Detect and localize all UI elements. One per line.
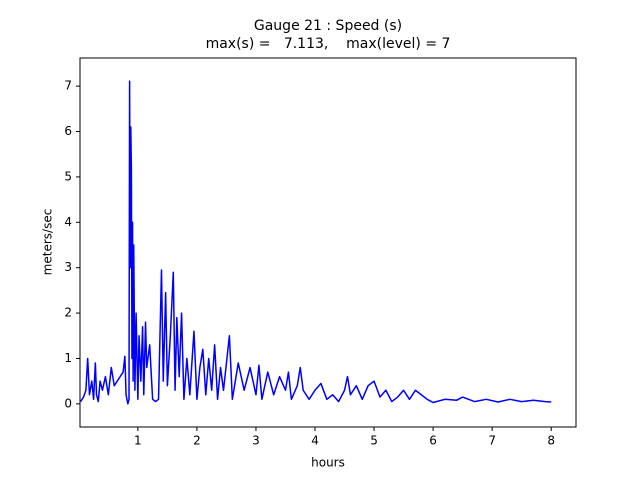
y-tick-label: 7	[64, 79, 72, 93]
x-tick-label: 8	[547, 434, 555, 448]
x-tick-label: 1	[134, 434, 142, 448]
y-tick-label: 1	[64, 351, 72, 365]
x-tick-label: 4	[311, 434, 319, 448]
y-tick-label: 4	[64, 215, 72, 229]
y-axis-label: meters/sec	[41, 209, 55, 276]
x-tick-label: 7	[488, 434, 496, 448]
x-tick-label: 5	[370, 434, 378, 448]
x-tick-label: 2	[193, 434, 201, 448]
x-tick-label: 3	[252, 434, 260, 448]
plot-frame	[79, 57, 577, 428]
x-axis-label: hours	[311, 456, 345, 470]
data-line	[79, 80, 552, 405]
chart-subtitle: max(s) = 7.113, max(level) = 7	[206, 36, 451, 52]
y-tick-label: 2	[64, 306, 72, 320]
chart-title: Gauge 21 : Speed (s)	[254, 18, 402, 34]
y-tick-label: 3	[64, 260, 72, 274]
x-tick-label: 6	[429, 434, 437, 448]
y-tick-label: 0	[64, 396, 72, 410]
y-tick-label: 6	[64, 124, 72, 138]
y-tick-label: 5	[64, 169, 72, 183]
